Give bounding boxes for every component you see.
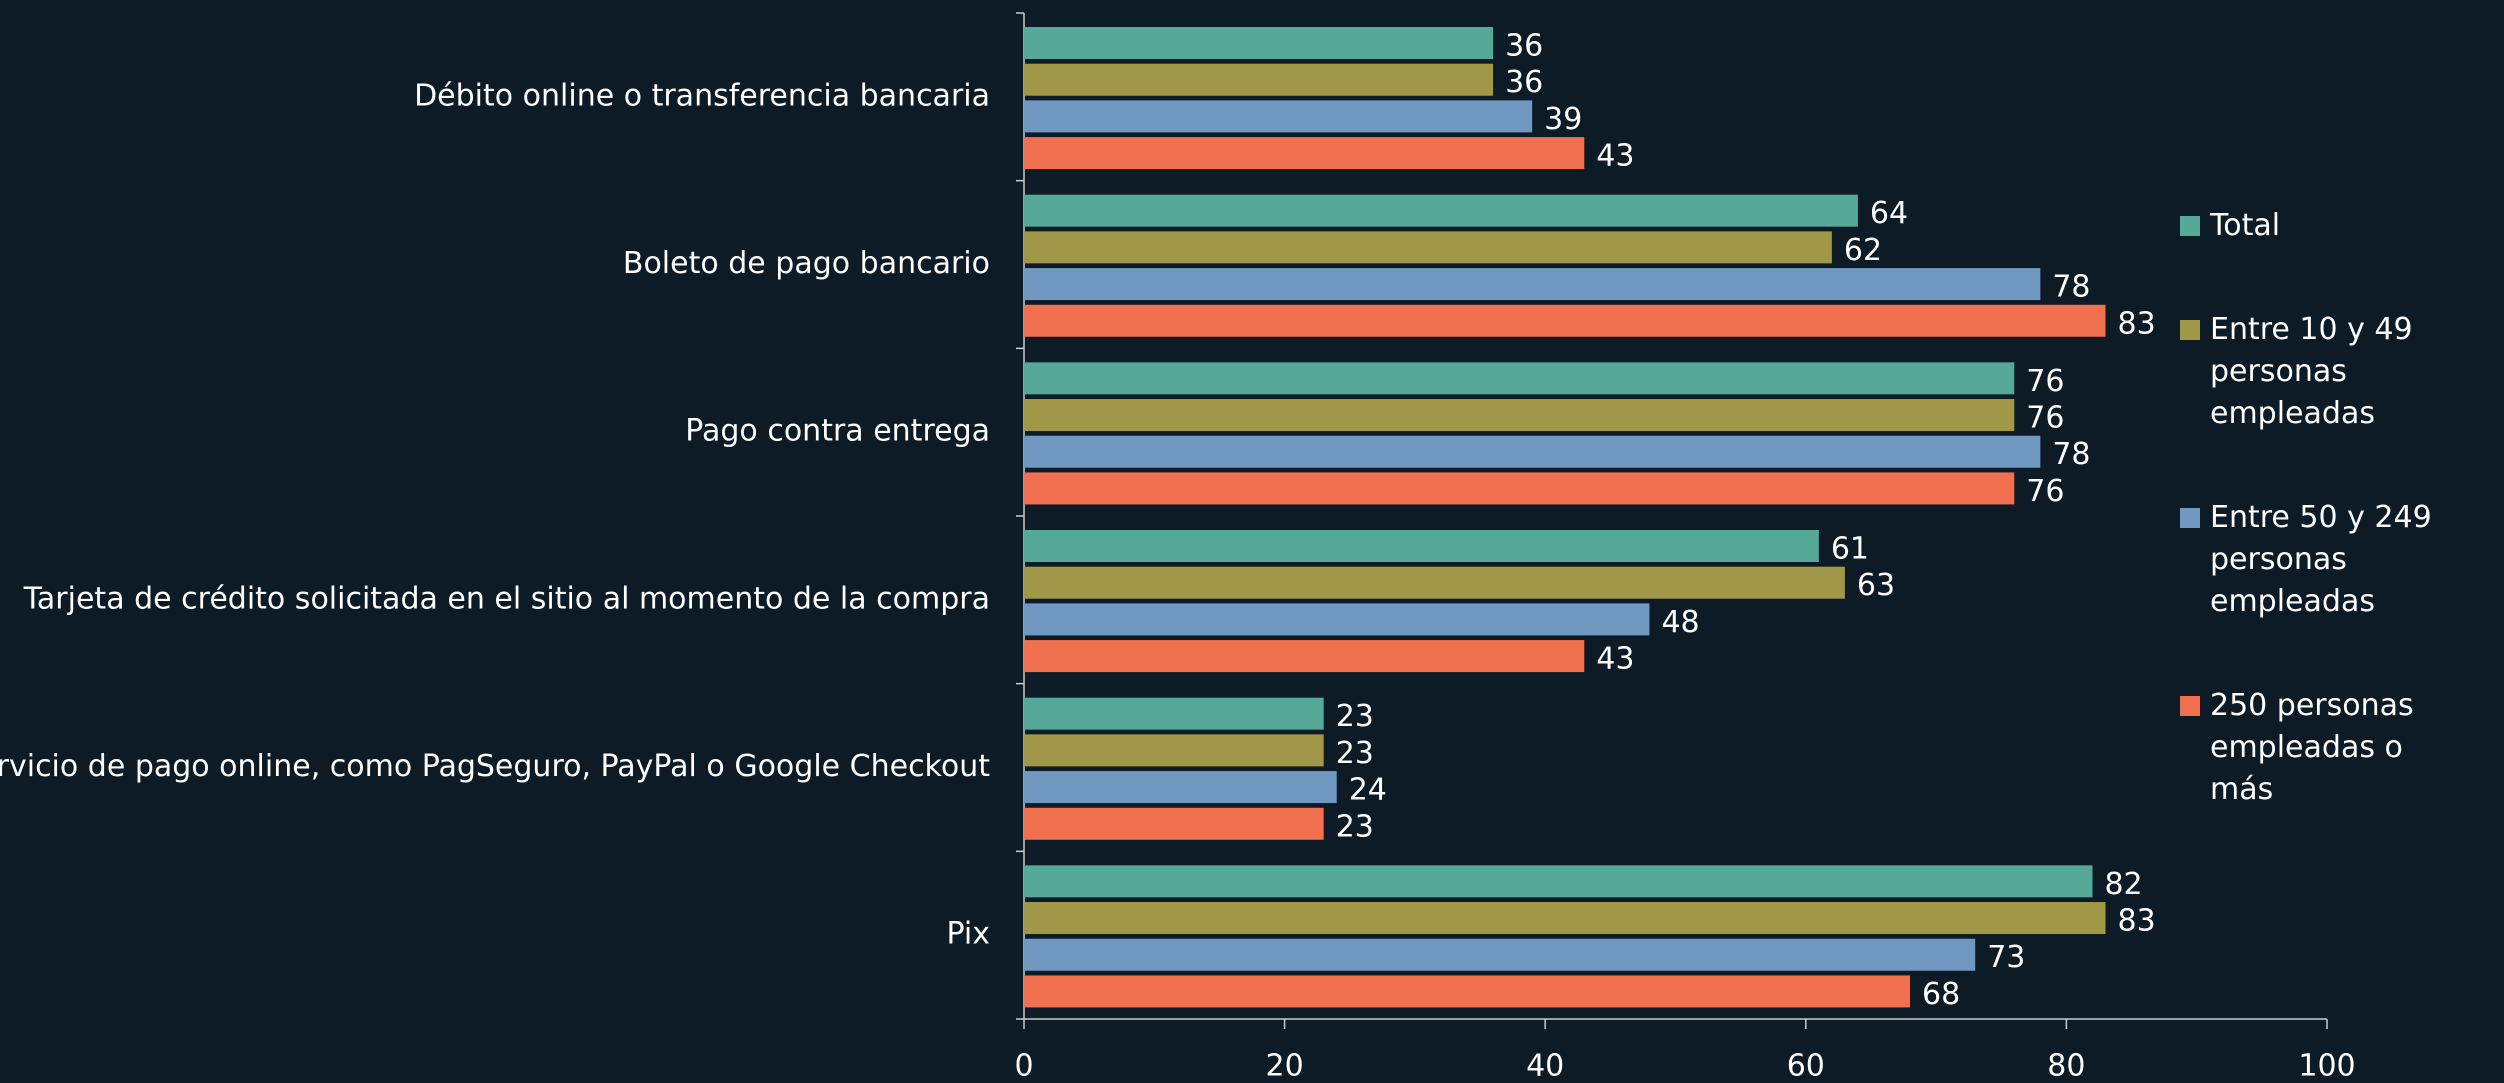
bar <box>1024 807 1324 840</box>
bar <box>1024 865 2093 898</box>
legend-swatch <box>2180 320 2200 340</box>
x-tick-label: 60 <box>1787 1049 1825 1083</box>
bar <box>1024 27 1494 59</box>
legend-item: Entre 50 y 249 personas empleadas <box>2180 497 2440 623</box>
value-label: 23 <box>1336 699 1374 734</box>
bar <box>1024 530 1819 562</box>
legend-label: Entre 50 y 249 personas empleadas <box>2210 500 2432 619</box>
bar <box>1024 435 2041 468</box>
value-label: 63 <box>1857 568 1895 603</box>
bar <box>1024 771 1337 804</box>
value-label: 83 <box>2117 904 2155 939</box>
value-label: 76 <box>2026 364 2064 399</box>
bar <box>1024 137 1585 170</box>
value-label: 24 <box>1349 773 1387 808</box>
bar <box>1024 362 2015 395</box>
value-label: 76 <box>2026 401 2064 436</box>
bar <box>1024 100 1533 133</box>
bar <box>1024 975 1911 1008</box>
category-label: Débito online o transferencia bancaria <box>414 78 990 113</box>
category-label: Boleto de pago bancario <box>623 246 990 281</box>
category-label: Pago contra entrega <box>685 414 990 449</box>
value-label: 36 <box>1505 29 1543 64</box>
value-label: 68 <box>1922 977 1960 1012</box>
legend-item: 250 personas empleadas o más <box>2180 685 2440 811</box>
legend-swatch <box>2180 216 2200 236</box>
category-label: Tarjeta de crédito solicitada en el siti… <box>23 581 990 616</box>
bar <box>1024 63 1494 96</box>
bar <box>1024 697 1324 730</box>
legend-label: Entre 10 y 49 personas empleadas <box>2210 312 2413 431</box>
x-tick-label: 80 <box>2047 1049 2085 1083</box>
legend-swatch <box>2180 508 2200 528</box>
value-label: 64 <box>1870 196 1908 231</box>
legend-label: Total <box>2210 208 2281 243</box>
legend-item: Total <box>2180 205 2440 247</box>
value-label: 62 <box>1844 233 1882 268</box>
legend-swatch <box>2180 696 2200 716</box>
value-label: 83 <box>2117 306 2155 341</box>
value-label: 76 <box>2026 474 2064 509</box>
bar <box>1024 231 1832 264</box>
bar <box>1024 304 2106 337</box>
x-tick-label: 100 <box>2298 1049 2355 1083</box>
bar <box>1024 194 1858 227</box>
category-label: Pix <box>946 917 990 952</box>
x-tick-label: 0 <box>1014 1049 1033 1083</box>
legend: Total Entre 10 y 49 personas empleadas Ent… <box>2180 205 2440 873</box>
value-label: 78 <box>2052 270 2090 305</box>
bar <box>1024 268 2041 301</box>
category-label: Servicio de pago online, como PagSeguro,… <box>0 749 990 784</box>
value-label: 43 <box>1596 642 1634 677</box>
value-label: 39 <box>1544 102 1582 137</box>
bar <box>1024 566 1845 599</box>
bar <box>1024 734 1324 767</box>
bar <box>1024 640 1585 673</box>
value-label: 61 <box>1831 532 1869 567</box>
value-label: 23 <box>1336 809 1374 844</box>
value-label: 78 <box>2052 437 2090 472</box>
legend-label: 250 personas empleadas o más <box>2210 688 2414 807</box>
value-label: 73 <box>1987 940 2025 975</box>
value-label: 48 <box>1661 605 1699 640</box>
value-label: 23 <box>1336 736 1374 771</box>
value-label: 43 <box>1596 139 1634 174</box>
bar <box>1024 399 2015 432</box>
value-label: 82 <box>2104 867 2142 902</box>
value-label: 36 <box>1505 65 1543 100</box>
x-tick-label: 40 <box>1526 1049 1564 1083</box>
bar <box>1024 938 1976 971</box>
legend-item: Entre 10 y 49 personas empleadas <box>2180 309 2440 435</box>
bar <box>1024 603 1650 636</box>
bar <box>1024 902 2106 935</box>
x-tick-label: 20 <box>1266 1049 1304 1083</box>
bar <box>1024 472 2015 505</box>
